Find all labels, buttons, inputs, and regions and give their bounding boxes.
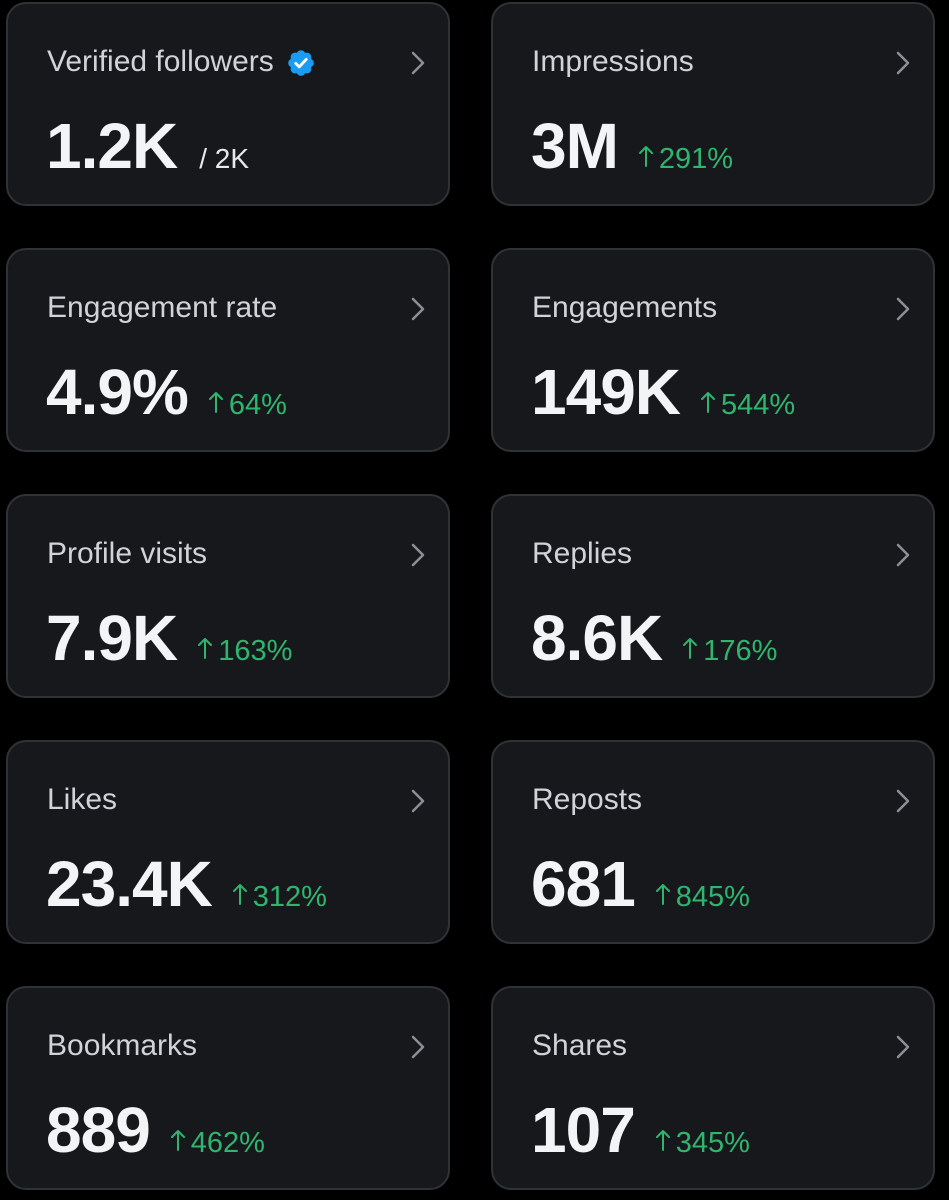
- card-profile-visits[interactable]: Profile visits 7.9K 163%: [6, 494, 450, 698]
- arrow-up-icon: [232, 884, 247, 905]
- chevron-right-icon: [411, 297, 425, 321]
- card-title: Reposts: [532, 780, 642, 820]
- value-row: 149K 544%: [531, 352, 795, 432]
- chevron-right-icon: [896, 789, 910, 813]
- card-title-label: Engagement rate: [47, 291, 278, 324]
- metric-value: 3M: [531, 110, 619, 182]
- arrow-up-icon: [683, 638, 698, 659]
- card-likes[interactable]: Likes 23.4K 312%: [6, 740, 450, 944]
- card-title-label: Impressions: [532, 45, 694, 78]
- card-verified-followers[interactable]: Verified followers 1.2K / 2K: [6, 2, 450, 206]
- metric-value: 8.6K: [531, 602, 663, 674]
- metric-change-value: 544%: [721, 389, 796, 421]
- verified-badge-icon: [287, 50, 314, 76]
- card-title: Engagements: [532, 288, 717, 328]
- metric-value: 889: [46, 1094, 151, 1166]
- value-row: 3M 291%: [531, 106, 733, 186]
- metric-change: 544%: [700, 389, 795, 422]
- metric-value: 7.9K: [46, 602, 178, 674]
- metric-value: 149K: [531, 356, 681, 428]
- metric-value: 107: [531, 1094, 636, 1166]
- metric-value: 4.9%: [46, 356, 189, 428]
- card-title: Verified followers: [47, 42, 316, 82]
- metric-change-value: 345%: [675, 1127, 750, 1159]
- chevron-right-icon: [411, 51, 425, 75]
- card-bookmarks[interactable]: Bookmarks 889 462%: [6, 986, 450, 1190]
- card-engagement-rate[interactable]: Engagement rate 4.9% 64%: [6, 248, 450, 452]
- card-engagements[interactable]: Engagements 149K 544%: [491, 248, 935, 452]
- chevron-right-icon: [896, 1035, 910, 1059]
- metric-change-value: 462%: [190, 1127, 265, 1159]
- value-row: 4.9% 64%: [46, 352, 287, 432]
- metric-change-value: 312%: [252, 881, 327, 913]
- metric-change-value: 845%: [675, 881, 750, 913]
- value-row: 1.2K / 2K: [46, 106, 249, 186]
- arrow-up-icon: [655, 1130, 670, 1151]
- card-title-label: Engagements: [532, 291, 718, 324]
- card-title-label: Likes: [47, 783, 118, 816]
- card-title: Bookmarks: [47, 1026, 197, 1066]
- chevron-right-icon: [411, 1035, 425, 1059]
- card-title-label: Shares: [532, 1029, 628, 1062]
- arrow-up-icon: [638, 146, 653, 167]
- card-title-label: Reposts: [532, 783, 643, 816]
- card-shares[interactable]: Shares 107 345%: [491, 986, 935, 1190]
- card-title-label: Verified followers: [47, 45, 274, 78]
- value-row: 23.4K 312%: [46, 844, 327, 924]
- metric-change: 462%: [170, 1127, 265, 1160]
- metric-change: 163%: [197, 635, 292, 668]
- card-title-label: Bookmarks: [47, 1029, 198, 1062]
- chevron-right-icon: [896, 297, 910, 321]
- card-title: Impressions: [532, 42, 694, 82]
- value-row: 8.6K 176%: [531, 598, 777, 678]
- value-row: 107 345%: [531, 1090, 750, 1170]
- metric-change-value: 163%: [218, 635, 293, 667]
- metric-change: 345%: [655, 1127, 750, 1160]
- arrow-up-icon: [655, 884, 670, 905]
- metric-value: 23.4K: [46, 848, 213, 920]
- metric-change: 312%: [232, 881, 327, 914]
- metric-change: 176%: [682, 635, 777, 668]
- card-replies[interactable]: Replies 8.6K 176%: [491, 494, 935, 698]
- card-title: Likes: [47, 780, 117, 820]
- metric-change-value: 176%: [703, 635, 778, 667]
- card-title: Profile visits: [47, 534, 207, 574]
- metric-change-value: 291%: [658, 143, 734, 175]
- card-title: Replies: [532, 534, 632, 574]
- metric-change-value: 64%: [228, 389, 287, 421]
- metric-change: 64%: [208, 389, 287, 422]
- arrow-up-icon: [198, 638, 213, 659]
- arrow-up-icon: [701, 392, 715, 413]
- card-title: Engagement rate: [47, 288, 277, 328]
- value-row: 681 845%: [531, 844, 750, 924]
- chevron-right-icon: [896, 51, 910, 75]
- value-row: 7.9K 163%: [46, 598, 292, 678]
- card-title: Shares: [532, 1026, 627, 1066]
- chevron-right-icon: [411, 789, 425, 813]
- metric-change: 845%: [655, 881, 750, 914]
- metric-change: 291%: [638, 143, 733, 176]
- metric-limit: / 2K: [199, 143, 249, 174]
- card-reposts[interactable]: Reposts 681 845%: [491, 740, 935, 944]
- value-row: 889 462%: [46, 1090, 265, 1170]
- chevron-right-icon: [411, 543, 425, 567]
- card-title-label: Replies: [532, 537, 633, 570]
- card-title-label: Profile visits: [47, 537, 208, 570]
- arrow-up-icon: [208, 392, 223, 413]
- arrow-up-icon: [170, 1130, 185, 1151]
- chevron-right-icon: [896, 543, 910, 567]
- metric-value: 1.2K: [46, 110, 178, 182]
- card-impressions[interactable]: Impressions 3M 291%: [491, 2, 935, 206]
- metric-value: 681: [531, 848, 636, 920]
